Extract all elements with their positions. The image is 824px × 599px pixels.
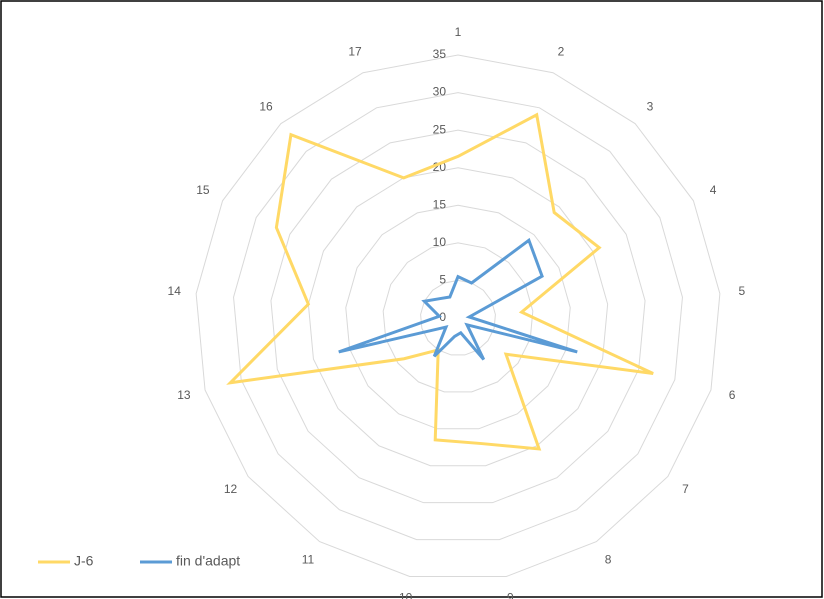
- r-tick-label: 10: [433, 235, 447, 249]
- legend-label: fin d'adapt: [176, 553, 240, 569]
- series-line: [338, 237, 578, 361]
- category-label: 10: [399, 590, 413, 599]
- r-tick-label: 0: [439, 310, 446, 324]
- category-label: 6: [729, 388, 736, 402]
- legend-label: J-6: [74, 553, 94, 569]
- r-tick-label: 25: [433, 122, 447, 136]
- grid-ring: [233, 92, 683, 541]
- grid-ring: [195, 54, 721, 578]
- category-label: 8: [605, 552, 612, 566]
- r-tick-label: 15: [433, 197, 447, 211]
- r-tick-label: 30: [433, 85, 447, 99]
- category-label: 7: [682, 482, 689, 496]
- grid-ring: [420, 279, 496, 356]
- category-label: 11: [302, 552, 315, 566]
- category-label: 17: [348, 44, 362, 58]
- grid-ring: [307, 167, 609, 467]
- r-tick-label: 5: [439, 273, 446, 287]
- category-label: 3: [647, 100, 654, 114]
- category-label: 12: [224, 482, 238, 496]
- category-label: 2: [558, 44, 565, 58]
- r-tick-label: 35: [433, 47, 447, 61]
- grid-ring: [345, 204, 571, 430]
- series-line: [226, 112, 654, 451]
- category-label: 15: [196, 183, 210, 197]
- category-label: 4: [710, 183, 717, 197]
- category-label: 9: [507, 590, 514, 599]
- category-label: 13: [177, 388, 191, 402]
- grid-ring: [382, 242, 534, 393]
- category-label: 14: [168, 284, 182, 298]
- category-label: 5: [738, 284, 745, 298]
- grid-ring: [270, 129, 646, 504]
- category-label: 16: [259, 100, 273, 114]
- category-label: 1: [455, 25, 462, 39]
